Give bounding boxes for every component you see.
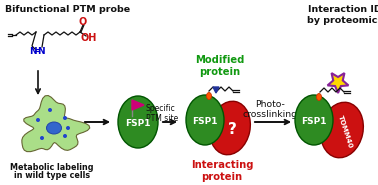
- Polygon shape: [328, 73, 349, 93]
- Text: N: N: [37, 48, 45, 56]
- Ellipse shape: [63, 116, 67, 120]
- Ellipse shape: [46, 122, 62, 134]
- Text: ?: ?: [228, 122, 236, 137]
- Ellipse shape: [40, 136, 44, 140]
- Text: OH: OH: [81, 33, 97, 43]
- Text: Bifunctional PTM probe: Bifunctional PTM probe: [5, 5, 130, 14]
- Text: Interacting
protein: Interacting protein: [191, 160, 253, 182]
- Text: FSP1: FSP1: [301, 117, 327, 125]
- Ellipse shape: [321, 102, 363, 158]
- Text: Photo-
crosslinking: Photo- crosslinking: [243, 100, 297, 119]
- Ellipse shape: [118, 96, 158, 148]
- Text: FSP1: FSP1: [125, 120, 151, 129]
- Text: in wild type cells: in wild type cells: [14, 171, 90, 180]
- Ellipse shape: [63, 134, 67, 138]
- Text: Modified
protein: Modified protein: [195, 55, 245, 77]
- Text: N: N: [29, 48, 37, 56]
- Text: TOMM40: TOMM40: [337, 115, 353, 149]
- Polygon shape: [132, 100, 144, 110]
- Ellipse shape: [316, 93, 322, 100]
- Text: FSP1: FSP1: [192, 117, 218, 125]
- Text: Interaction ID
by proteomics: Interaction ID by proteomics: [307, 5, 378, 25]
- Polygon shape: [22, 95, 90, 152]
- Ellipse shape: [36, 118, 40, 122]
- Polygon shape: [213, 87, 219, 93]
- Ellipse shape: [48, 108, 52, 112]
- Text: O: O: [79, 17, 87, 27]
- Text: Specific
PTM site: Specific PTM site: [146, 104, 178, 123]
- Ellipse shape: [210, 101, 250, 155]
- Ellipse shape: [66, 126, 70, 130]
- Ellipse shape: [206, 92, 212, 100]
- Ellipse shape: [186, 95, 224, 145]
- Ellipse shape: [295, 95, 333, 145]
- Text: Metabolic labeling: Metabolic labeling: [10, 163, 94, 172]
